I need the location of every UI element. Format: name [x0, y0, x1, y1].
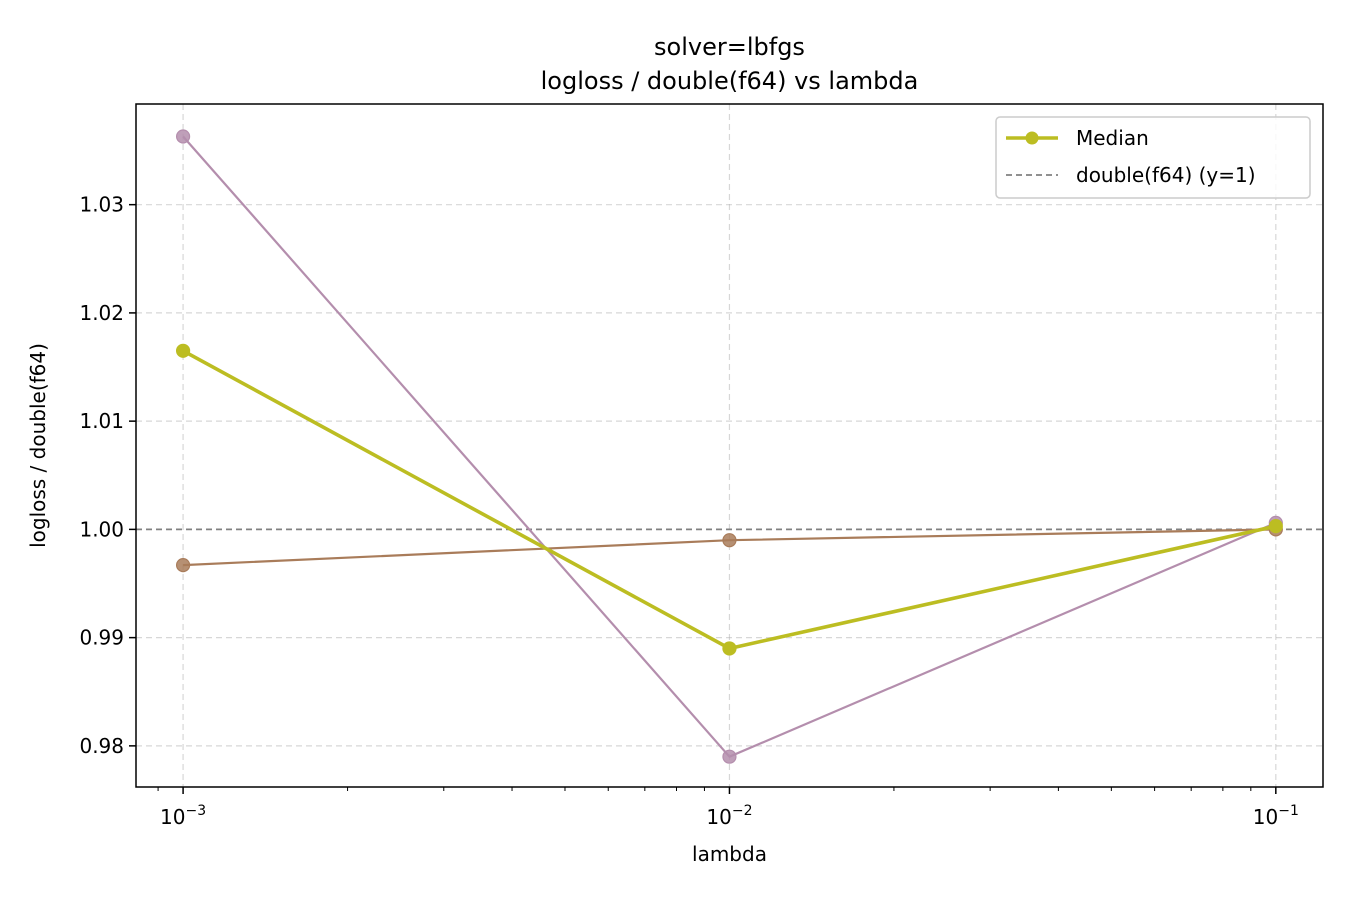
chart-title-line1: solver=lbfgs	[654, 33, 805, 61]
legend: Median double(f64) (y=1)	[995, 116, 1311, 199]
series-layer	[175, 129, 1283, 764]
series-2	[175, 343, 1283, 656]
y-tick-label: 1.01	[79, 409, 124, 433]
chart-title-line2: logloss / double(f64) vs lambda	[541, 67, 919, 95]
y-tick-label: 1.03	[79, 193, 124, 217]
data-point	[722, 533, 737, 548]
y-tick-label: 1.02	[79, 301, 124, 325]
y-axis-label: logloss / double(f64)	[26, 343, 50, 548]
data-point	[175, 343, 191, 358]
series-0	[175, 129, 1283, 764]
data-point	[722, 641, 737, 656]
data-point	[175, 558, 191, 573]
x-tick-label: 10−1	[1253, 803, 1299, 829]
y-tick-label: 0.98	[79, 734, 124, 758]
legend-median-marker	[1025, 131, 1039, 145]
x-axis-label: lambda	[692, 842, 767, 866]
x-tick-label: 10−2	[706, 803, 752, 829]
legend-median-label: Median	[1076, 126, 1149, 150]
y-tick-label: 1.00	[79, 517, 124, 541]
x-tick-label: 10−3	[160, 803, 206, 829]
legend-box	[995, 116, 1311, 199]
data-point	[722, 749, 737, 764]
y-tick-label: 0.99	[79, 626, 124, 650]
data-point	[1268, 519, 1283, 534]
data-point	[175, 129, 191, 144]
legend-reference-label: double(f64) (y=1)	[1076, 163, 1256, 187]
axis-ticks: 0.98 0.99 1.00 1.01 1.02 1.03 10−3 10−2 10−1	[79, 193, 1298, 829]
